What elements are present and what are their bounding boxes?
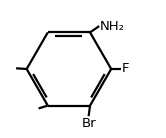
Text: Br: Br xyxy=(81,117,96,130)
Text: F: F xyxy=(122,63,129,75)
Text: NH₂: NH₂ xyxy=(100,20,125,33)
